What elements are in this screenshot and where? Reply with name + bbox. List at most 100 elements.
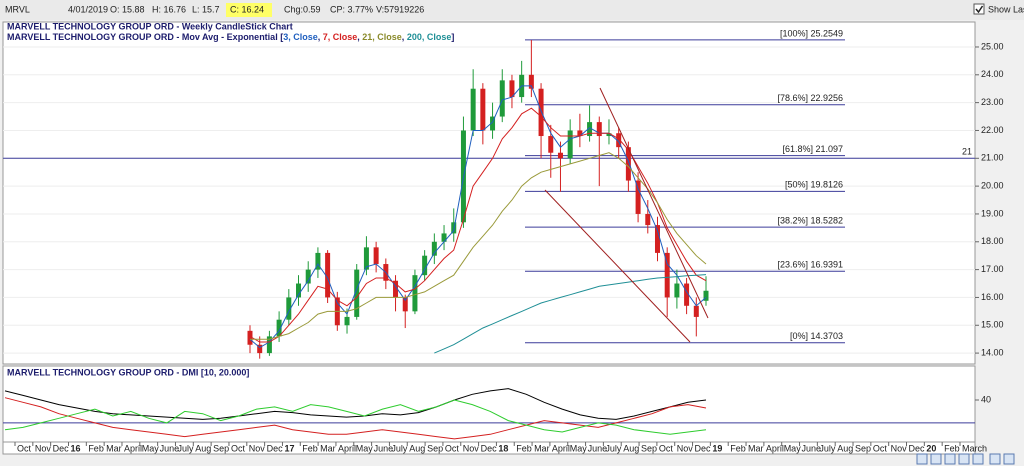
price-pane: [2, 21, 976, 365]
x-tick-label: Nov: [35, 443, 52, 453]
x-tick-label: Mar: [106, 443, 122, 453]
x-tick-label: Aug: [837, 443, 853, 453]
candle-body: [373, 247, 379, 265]
legend: MARVELL TECHNOLOGY GROUP ORD - Mov Avg -…: [7, 32, 454, 42]
tool-button[interactable]: [989, 453, 1001, 465]
x-tick-label: June: [374, 443, 394, 453]
horizontal-line-label: 21: [962, 147, 972, 157]
ema-line: [434, 274, 707, 354]
x-tick-label: Oct: [17, 443, 32, 453]
x-tick-label: May: [570, 443, 588, 453]
open: O: 15.88: [110, 4, 145, 14]
tool-button[interactable]: [958, 453, 970, 465]
change: Chg:0.59: [284, 4, 321, 14]
candle-body: [606, 133, 612, 137]
candle-body: [266, 336, 272, 354]
candle-body: [441, 233, 447, 242]
x-tick-label: Feb: [302, 443, 318, 453]
change-pct: CP: 3.77%: [330, 4, 373, 14]
candle-body: [548, 136, 554, 153]
candle-body: [470, 88, 476, 131]
y-tick-label: 17.00: [981, 264, 1004, 274]
symbol: MRVL: [5, 4, 30, 14]
y-tick-label: 16.00: [981, 292, 1004, 302]
dmi-line: [4, 388, 707, 420]
candle-body: [315, 252, 321, 270]
x-tick-label: Oct: [445, 443, 460, 453]
x-tick-label: March: [962, 443, 987, 453]
x-tick-label: July: [605, 443, 622, 453]
tool-button[interactable]: [944, 453, 956, 465]
x-tick-label: Oct: [659, 443, 674, 453]
x-tick-label: Dec: [267, 443, 284, 453]
candle-body: [247, 330, 253, 345]
x-tick-label: April: [766, 443, 784, 453]
tool-button[interactable]: [930, 453, 942, 465]
candle-body: [422, 255, 428, 276]
x-tick-label: Nov: [891, 443, 908, 453]
candle-body: [363, 247, 369, 270]
show-last-label[interactable]: Show Last: [988, 4, 1024, 14]
legend-entry: 7, Close: [323, 32, 358, 42]
x-tick-label: Dec: [909, 443, 926, 453]
y-tick-label: 25.00: [981, 41, 1004, 51]
x-tick-label: 17: [284, 443, 294, 453]
x-tick-label: 20: [926, 443, 936, 453]
fib-label: [100%] 25.2549: [780, 28, 843, 38]
y-tick-label: 22.00: [981, 125, 1004, 135]
fib-label: [50%] 19.8126: [785, 180, 843, 190]
candle-body: [654, 225, 660, 253]
candle-body: [480, 88, 486, 131]
fib-label: [38.2%] 18.5282: [777, 215, 843, 225]
candle-body: [674, 283, 680, 298]
candle-body: [645, 213, 651, 226]
y-tick-label: 18.00: [981, 236, 1004, 246]
candle-body: [528, 74, 534, 89]
volume: V:57919226: [376, 4, 424, 14]
x-tick-label: Oct: [873, 443, 888, 453]
candle-body: [684, 283, 690, 306]
candle-body: [616, 133, 622, 148]
y-tick-label: 19.00: [981, 208, 1004, 218]
candle-body: [286, 297, 292, 320]
x-tick-label: June: [588, 443, 608, 453]
y-tick-label: 20.00: [981, 180, 1004, 190]
candle-body: [577, 130, 583, 137]
candle-body: [587, 122, 593, 137]
y-tick-label: 40: [981, 394, 991, 404]
x-tick-label: 18: [498, 443, 508, 453]
x-tick-label: June: [160, 443, 180, 453]
high: H: 16.76: [152, 4, 186, 14]
close: C: 16.24: [230, 4, 264, 14]
trend-line: [599, 87, 709, 319]
x-tick-label: Mar: [534, 443, 550, 453]
x-tick-label: Dec: [695, 443, 712, 453]
x-tick-label: Dec: [481, 443, 498, 453]
plot: 14.00 15.00 16.00 17.00 18.00 19.00 20.00 21.00…: [3, 28, 1004, 453]
dmi-title: MARVELL TECHNOLOGY GROUP ORD - DMI [10, …: [7, 367, 249, 377]
checkmark: [975, 5, 984, 14]
tool-button[interactable]: [1003, 453, 1015, 465]
candle-body: [567, 130, 573, 159]
dmi-line: [4, 397, 707, 440]
date: 4/01/2019: [68, 4, 108, 14]
x-tick-label: April: [338, 443, 356, 453]
x-tick-label: Feb: [516, 443, 532, 453]
show-last-checkbox[interactable]: Show Last: [973, 3, 1024, 15]
x-tick-label: Oct: [231, 443, 246, 453]
close-highlight: [226, 3, 272, 17]
fib-label: [78.6%] 22.9256: [777, 93, 843, 103]
candle-body: [431, 241, 437, 256]
fib-label: [0%] 14.3703: [790, 331, 843, 341]
x-tick-label: July: [819, 443, 836, 453]
checkbox[interactable]: [973, 3, 985, 15]
legend-entry: 200, Close: [407, 32, 452, 42]
candle-body: [509, 80, 515, 98]
tool-button[interactable]: [916, 453, 928, 465]
fib-label: [23.6%] 16.9391: [777, 260, 843, 270]
x-tick-label: Aug: [195, 443, 211, 453]
x-tick-label: Sep: [641, 443, 657, 453]
x-tick-label: Feb: [88, 443, 104, 453]
tool-button[interactable]: [972, 453, 984, 465]
